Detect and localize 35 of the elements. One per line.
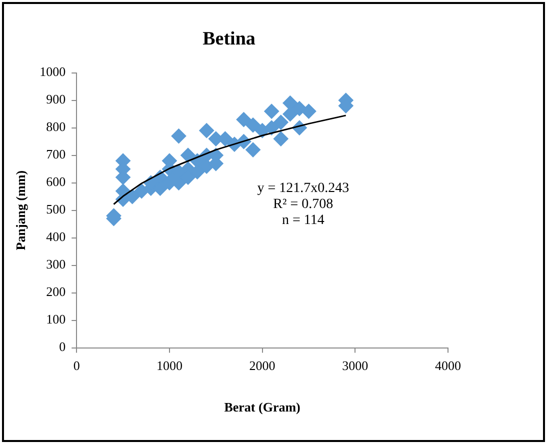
point bbox=[124, 189, 140, 204]
y-tick-label: 500 bbox=[46, 202, 66, 217]
point bbox=[301, 104, 316, 119]
y-tick-label: 200 bbox=[46, 284, 66, 300]
y-tick-label: 800 bbox=[46, 119, 66, 134]
x-tick-label: 3000 bbox=[342, 358, 368, 374]
y-axis-title: Panjang (mm) bbox=[13, 170, 28, 250]
y-tick-label: 0 bbox=[59, 339, 66, 354]
point bbox=[273, 114, 288, 130]
x-axis-title: Berat (Gram) bbox=[224, 400, 300, 415]
annotation: y = 121.7x0.243 bbox=[257, 180, 350, 196]
annotation: n = 114 bbox=[282, 212, 324, 228]
y-tick-label: 600 bbox=[46, 174, 66, 190]
point bbox=[264, 120, 280, 136]
point bbox=[246, 118, 261, 133]
point bbox=[171, 128, 186, 144]
y-tick-label: 700 bbox=[46, 146, 66, 162]
point bbox=[282, 106, 298, 122]
x-tick-label: 1000 bbox=[156, 358, 182, 374]
point bbox=[236, 112, 252, 128]
x-tick-label: 2000 bbox=[249, 358, 276, 374]
point bbox=[264, 104, 280, 119]
y-tick-label: 900 bbox=[46, 92, 66, 107]
point bbox=[199, 123, 214, 138]
y-tick-label: 1000 bbox=[40, 64, 66, 80]
y-tick-label: 100 bbox=[46, 312, 66, 327]
x-tick-label: 0 bbox=[73, 358, 80, 374]
point bbox=[190, 164, 205, 180]
x-tick-label: 4000 bbox=[435, 358, 461, 374]
y-tick-label: 300 bbox=[46, 256, 66, 272]
point bbox=[246, 142, 261, 158]
point bbox=[273, 131, 288, 146]
annotation: R² = 0.708 bbox=[273, 196, 334, 212]
chart-title: Betina bbox=[202, 28, 256, 50]
y-tick-label: 400 bbox=[46, 229, 66, 244]
